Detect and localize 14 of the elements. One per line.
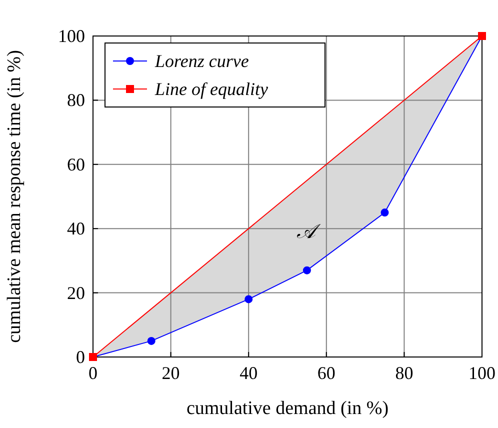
x-tick-label: 20: [162, 363, 180, 383]
x-tick-label: 0: [88, 363, 98, 383]
y-tick-label: 100: [58, 26, 85, 46]
x-tick-label: 40: [240, 363, 258, 383]
x-tick-label: 60: [317, 363, 336, 383]
y-tick-label: 20: [67, 282, 85, 303]
x-axis-title: cumulative demand (in %): [186, 398, 389, 419]
y-tick-label: 0: [76, 347, 85, 367]
y-axis-title: cumulative mean response time (in %): [4, 50, 25, 343]
x-tick-label: 80: [395, 363, 414, 383]
x-tick-label: 100: [468, 363, 496, 383]
y-tick-label: 40: [67, 218, 85, 239]
y-tick-label: 60: [67, 154, 85, 174]
y-tick-label: 80: [67, 90, 85, 110]
